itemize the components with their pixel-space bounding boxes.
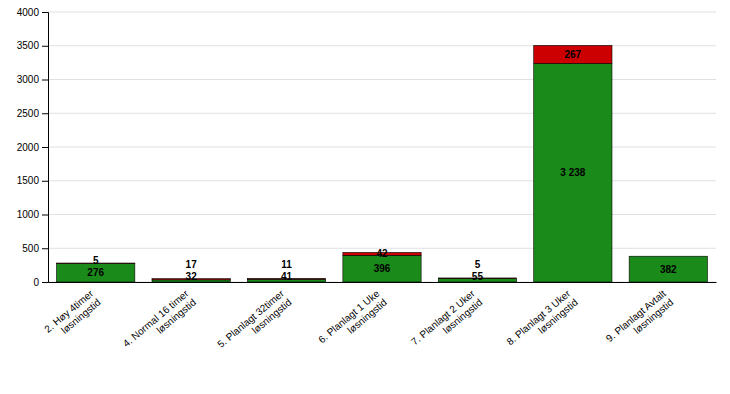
data-label: 276 (87, 267, 104, 278)
tick-mark (42, 46, 48, 47)
tick: 1000 (17, 209, 48, 220)
tick-label: 5. Planlagt 32timerløsningstid (215, 287, 294, 358)
grid-line (48, 113, 716, 114)
data-label: 55 (472, 271, 484, 282)
tick-label: 4. Normal 16 timerløsningstid (121, 287, 199, 358)
tick-mark (42, 282, 48, 283)
tick-label: 2000 (17, 142, 40, 153)
bar-segment (629, 256, 707, 257)
tick-label: 2500 (17, 108, 40, 119)
axis-line (49, 282, 717, 283)
tick-label: 3000 (17, 74, 40, 85)
tick-label: 9. Planlagt Avtaltløsningstid (604, 288, 676, 353)
tick-label-line: løsningstid (59, 297, 103, 336)
tick: 3000 (17, 74, 48, 85)
tick: 4. Normal 16 timerløsningstid (121, 287, 199, 358)
tick-label-line: løsningstid (250, 297, 294, 336)
tick-mark (42, 248, 48, 249)
tick-mark (42, 147, 48, 148)
tick-label: 0 (33, 277, 39, 288)
grid-line (48, 180, 716, 181)
tick-mark (42, 181, 48, 182)
tick-label: 4000 (17, 7, 40, 18)
data-label: 382 (660, 264, 677, 275)
grid-line (48, 147, 716, 148)
tick: 6. Planlagt 1 Ukeløsningstid (316, 288, 389, 354)
tick-mark (42, 12, 48, 13)
tick-label-line: løsningstid (441, 297, 485, 336)
bar-segment (534, 45, 612, 63)
tick-label: 1500 (17, 175, 40, 186)
axis-line (42, 13, 49, 283)
plot: 276532174111396425553 238267382050010001… (17, 7, 717, 359)
data-label: 267 (565, 49, 582, 60)
tick-label: 6. Planlagt 1 Ukeløsningstid (316, 288, 389, 354)
tick: 2000 (17, 142, 48, 153)
tick: 7. Planlagt 2 Ukerløsningstid (409, 287, 485, 356)
tick-label-line: løsningstid (536, 297, 580, 336)
tick-label: 2. Høy 4timerløsningstid (42, 287, 103, 343)
grid-line (48, 45, 716, 46)
tick-label: 1000 (17, 209, 40, 220)
tick-mark (42, 215, 48, 216)
data-label: 32 (186, 271, 198, 282)
tick-label-line: løsningstid (632, 297, 676, 336)
tick-label-line: løsningstid (345, 297, 389, 336)
tick: 2. Høy 4timerløsningstid (42, 287, 103, 343)
tick: 8. Planlagt 3 Ukerløsningstid (504, 287, 580, 356)
data-label: 3 238 (560, 167, 585, 178)
y-axis: 0 500 1000 1500 2000 2500 3000 3500 4000 (17, 7, 49, 288)
bar-segment (534, 63, 612, 282)
tick: 0 (33, 277, 48, 288)
tick-label: 8. Planlagt 3 Ukerløsningstid (504, 287, 580, 356)
grid-line (48, 12, 716, 13)
x-axis: 2. Høy 4timerløsningstid 4. Normal 16 tim… (42, 283, 716, 359)
chart: 276532174111396425553 238267382050010001… (0, 0, 730, 394)
tick-label: 500 (22, 243, 39, 254)
grid-line (48, 214, 716, 215)
data-label: 396 (374, 263, 391, 274)
tick: 2500 (17, 108, 48, 119)
tick-label-line: løsningstid (154, 297, 198, 336)
grid (48, 12, 716, 282)
tick-mark (42, 80, 48, 81)
grid-line (48, 79, 716, 80)
tick: 9. Planlagt Avtaltløsningstid (604, 288, 676, 353)
tick: 1500 (17, 175, 48, 186)
tick-label: 3500 (17, 40, 40, 51)
bar-segment (629, 256, 707, 282)
tick: 3500 (17, 40, 48, 51)
data-label: 42 (376, 248, 388, 259)
data-labels: 276532174111396425553 238267382 (87, 49, 677, 282)
tick-label: 7. Planlagt 2 Ukerløsningstid (409, 287, 485, 356)
data-label: 17 (186, 259, 198, 270)
tick: 4000 (17, 7, 48, 18)
tick: 500 (22, 243, 48, 254)
data-label: 11 (281, 259, 292, 270)
tick-mark (42, 113, 48, 114)
data-label: 5 (93, 255, 99, 266)
tick: 5. Planlagt 32timerløsningstid (215, 287, 294, 358)
bars (57, 45, 708, 282)
data-label: 41 (281, 271, 293, 282)
data-label: 5 (475, 259, 481, 270)
